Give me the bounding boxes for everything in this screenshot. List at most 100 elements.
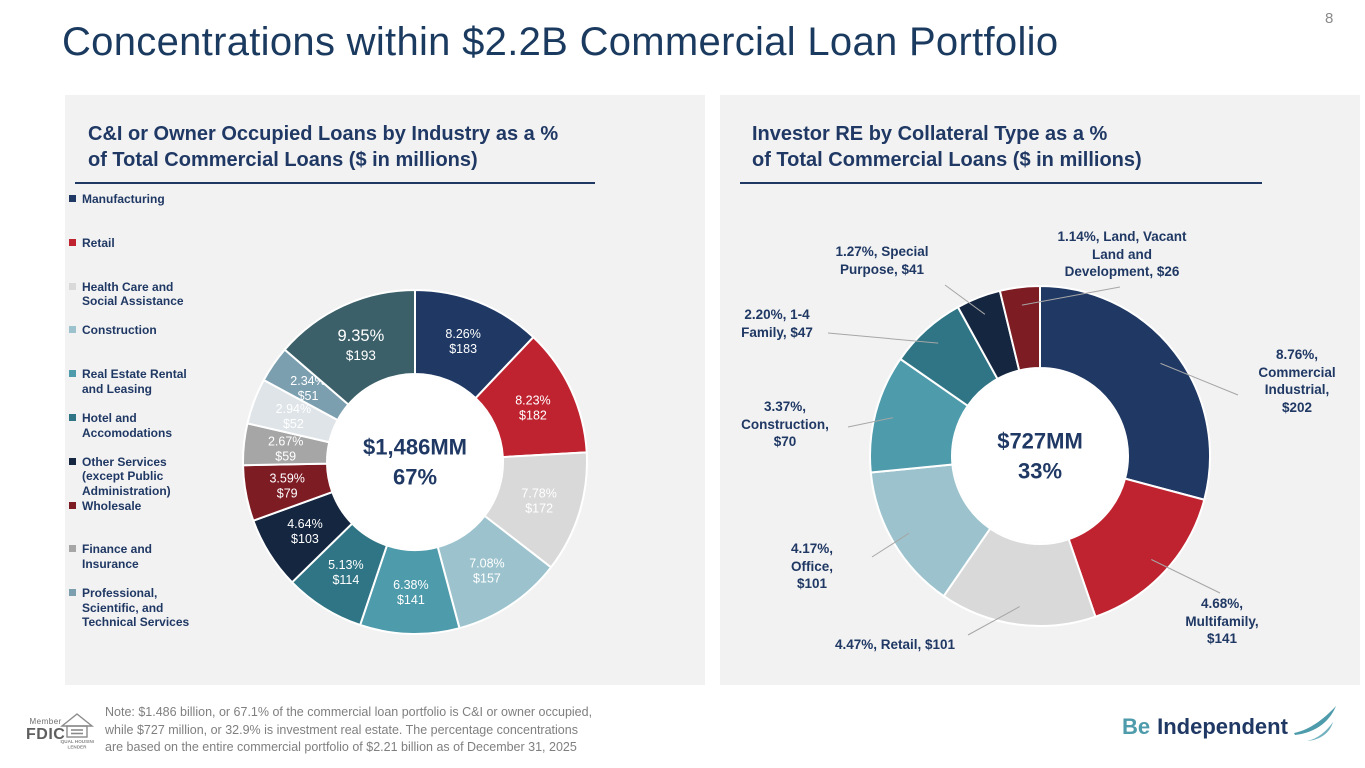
annotation-line: $202 (1281, 399, 1313, 415)
left-donut-segment-label-1: 8.23% $182 (515, 393, 550, 422)
legend-item-8: Finance and Insurance (69, 542, 259, 586)
equal-housing-text-line1: EQUAL HOUSING (60, 739, 94, 744)
annotation-commercial-industrial: 8.76%, Commercial Industrial, $202 (1258, 346, 1335, 416)
annotation-special-purpose: 1.27%, Special Purpose, $41 (835, 243, 928, 278)
legend-label: Hotel and Accomodations (82, 410, 173, 440)
footnote-line1: Note: $1.486 billion, or 67.1% of the co… (105, 705, 593, 719)
annotation-line: Multifamily, (1185, 613, 1259, 629)
footnote-line3: are based on the entire commercial portf… (105, 740, 577, 754)
right-title-underline (740, 182, 1262, 184)
right-donut-leader-7 (1021, 286, 1121, 306)
left-donut-segment-label-5: 5.13% $114 (328, 558, 363, 587)
right-chart-title-line1: Investor RE by Collateral Type as a % (752, 123, 1108, 145)
page-number: 8 (1325, 10, 1334, 27)
legend-item-9: Professional, Scientific, and Technical … (69, 586, 259, 630)
left-donut-hole (328, 375, 502, 549)
right-donut-leader-2 (967, 606, 1020, 636)
left-chart-title-line2: of Total Commercial Loans ($ in millions… (88, 149, 478, 171)
equal-housing-text-line2: LENDER (68, 745, 88, 750)
footnote-line2: while $727 million, or 32.9% is investme… (105, 722, 578, 737)
annotation-line: 2.20%, 1-4 (744, 307, 810, 322)
left-donut-segment-label-0: 8.26% $183 (445, 327, 480, 356)
left-donut-total-share: 67% (392, 464, 438, 489)
right-donut-segment-7 (998, 285, 1041, 372)
annotation-construction: 3.37%, Construction, $70 (741, 398, 829, 451)
legend-label: Other Services (except Public Administra… (82, 454, 171, 499)
legend-item-4: Real Estate Rental and Leasing (69, 367, 259, 411)
annotation-line: Family, $47 (741, 324, 813, 340)
member-fdic-logo: Member FDIC (26, 717, 65, 744)
member-label: Member (29, 717, 62, 726)
legend-swatch (69, 370, 76, 378)
annotation-line: $70 (773, 434, 797, 449)
annotation-office: 4.17%, Office, $101 (791, 540, 833, 593)
right-chart-title-line2: of Total Commercial Loans ($ in millions… (752, 149, 1142, 171)
right-chart-title: Investor RE by Collateral Type as a % of… (720, 95, 1360, 173)
left-donut-segment-label-2: 7.78% $172 (521, 487, 556, 516)
right-donut-leader-5 (827, 332, 939, 344)
legend-label: Manufacturing (82, 192, 165, 206)
right-donut-leader-6 (944, 284, 986, 315)
annotation-line: Office, (790, 558, 833, 574)
left-donut-total-value: $1,486MM (363, 434, 467, 460)
left-donut-segment-label-11: 9.35% $193 (337, 327, 384, 363)
annotation-line: 4.17%, (790, 541, 834, 556)
annotation-line: Land and (1092, 246, 1152, 262)
legend-swatch (69, 282, 76, 290)
slide-title: Concentrations within $2.2B Commercial L… (62, 20, 1059, 64)
brand-independent-text: Independent (1157, 714, 1288, 739)
left-donut-center-label: $1,486MM 67% (363, 432, 467, 491)
left-donut-segment-label-9: 2.94% $52 (276, 402, 311, 431)
right-chart-panel: Investor RE by Collateral Type as a % of… (720, 95, 1360, 685)
left-donut-segment-11 (283, 289, 416, 406)
equal-housing-lender-icon: EQUAL HOUSING LENDER (58, 712, 97, 755)
right-donut-segment-0 (1039, 285, 1211, 501)
annotation-multifamily: 4.68%, Multifamily, $141 (1185, 595, 1258, 648)
left-donut-segment-label-3: 7.08% $157 (469, 556, 504, 585)
left-chart-panel: C&I or Owner Occupied Loans by Industry … (65, 95, 705, 685)
left-donut-segment-label-7: 3.59% $79 (269, 472, 304, 501)
annotation-line: 8.76%, (1275, 347, 1319, 362)
legend-swatch (69, 413, 76, 421)
left-donut-segment-label-8: 2.67% $59 (268, 434, 303, 463)
annotation-line: $101 (796, 576, 828, 591)
legend-swatch (69, 545, 76, 553)
legend-item-5: Hotel and Accomodations (69, 411, 259, 455)
legend-swatch (69, 457, 76, 465)
left-donut-segment-label-6: 4.64% $103 (287, 517, 322, 546)
legend-label: Real Estate Rental and Leasing (82, 367, 187, 396)
brand-swoosh-icon (1293, 706, 1336, 741)
annotation-retail: 4.47%, Retail, $101 (835, 636, 955, 654)
right-donut-chart (827, 284, 1239, 636)
right-donut-leader-3 (871, 532, 910, 558)
annotation-line: Purpose, $41 (839, 261, 925, 277)
legend-label: Professional, Scientific, and Technical … (82, 586, 190, 630)
legend-label: Retail (82, 235, 115, 250)
left-title-underline (75, 182, 595, 184)
legend-label: Health Care and Social Assistance (82, 279, 184, 309)
annotation-line: 4.68%, (1200, 596, 1244, 611)
legend-label: Wholesale (82, 498, 142, 513)
legend-label: Finance and Insurance (82, 542, 153, 571)
left-donut-chart: 8.26% $183 8.23% $182 7.78% $172 7.08% $157 6.38… (242, 289, 588, 635)
annotation-line: $141 (1206, 631, 1238, 646)
legend-item-7: Wholesale (69, 499, 259, 543)
brand-be-text: Be (1122, 714, 1151, 739)
right-donut-total-value: $727MM (997, 428, 1083, 454)
footnote: Note: $1.486 billion, or 67.1% of the co… (105, 704, 592, 757)
left-chart-legend: Manufacturing Retail Health Care and Socia… (69, 192, 259, 630)
left-chart-title-line1: C&I or Owner Occupied Loans by Industry … (88, 123, 559, 145)
annotation-line: Industrial, (1264, 382, 1330, 397)
legend-swatch (69, 326, 76, 334)
annotation-line: 4.47%, Retail, $101 (834, 637, 956, 652)
legend-swatch (69, 195, 76, 202)
annotation-line: Commercial (1258, 364, 1336, 380)
annotation-line: 3.37%, (763, 399, 807, 414)
legend-item-2: Health Care and Social Assistance (69, 280, 259, 324)
brand-logo: Be Independent (1122, 706, 1338, 742)
legend-label: Construction (82, 323, 157, 338)
right-donut-center-label: $727MM 33% (997, 426, 1083, 485)
annotation-line: 1.14%, Land, Vacant (1057, 229, 1187, 244)
annotation-line: 1.27%, Special (835, 244, 929, 259)
